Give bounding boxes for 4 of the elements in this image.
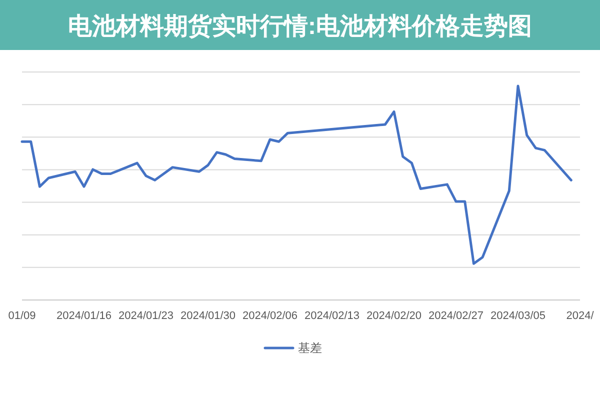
legend: 基差 (264, 341, 322, 355)
legend-label: 基差 (298, 341, 322, 355)
title: 电池材料期货实时行情:电池材料价格走势图 (0, 0, 600, 50)
chart-title: 电池材料期货实时行情:电池材料价格走势图 (68, 13, 532, 40)
